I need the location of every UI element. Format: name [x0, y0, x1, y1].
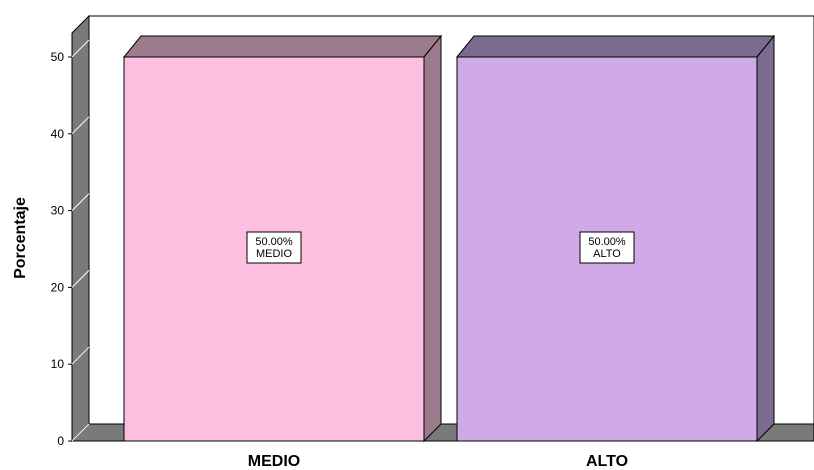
y-wall-tick — [71, 346, 90, 365]
x-axis: MEDIO ALTO — [248, 453, 628, 470]
data-label-value: 50.00% — [588, 236, 626, 248]
data-label-category: ALTO — [593, 248, 621, 260]
bar-side — [756, 34, 775, 443]
y-axis: 0 10 20 30 40 50 — [51, 39, 90, 448]
x-tick-label: ALTO — [586, 453, 628, 470]
data-label-category: MEDIO — [256, 248, 293, 260]
bar-top — [122, 35, 443, 58]
data-label: 50.00%ALTO — [579, 231, 635, 264]
bar-top — [455, 35, 776, 58]
data-label-box — [246, 231, 302, 264]
y-tick-label: 10 — [51, 357, 65, 371]
y-tick-label: 30 — [51, 204, 65, 218]
y-wall-tick — [71, 270, 90, 288]
y-wall-tick — [71, 193, 90, 211]
left-wall — [71, 14, 90, 443]
y-wall-tick — [71, 423, 90, 442]
bar-medio: 50.00%MEDIO — [122, 34, 443, 443]
y-wall-tick — [71, 39, 90, 58]
y-tick-label: 0 — [57, 434, 64, 448]
data-label-box — [579, 231, 635, 264]
bar-alto: 50.00%ALTO — [455, 34, 776, 443]
data-label-value: 50.00% — [255, 236, 293, 248]
data-label: 50.00%MEDIO — [246, 231, 302, 264]
y-tick-label: 40 — [51, 127, 65, 141]
y-wall-tick — [71, 116, 90, 135]
y-tick-label: 50 — [51, 50, 65, 64]
x-tick-label: MEDIO — [248, 453, 300, 470]
y-tick-label: 20 — [51, 280, 65, 294]
bar-side — [423, 34, 442, 443]
y-axis-label: Porcentaje — [12, 197, 29, 279]
